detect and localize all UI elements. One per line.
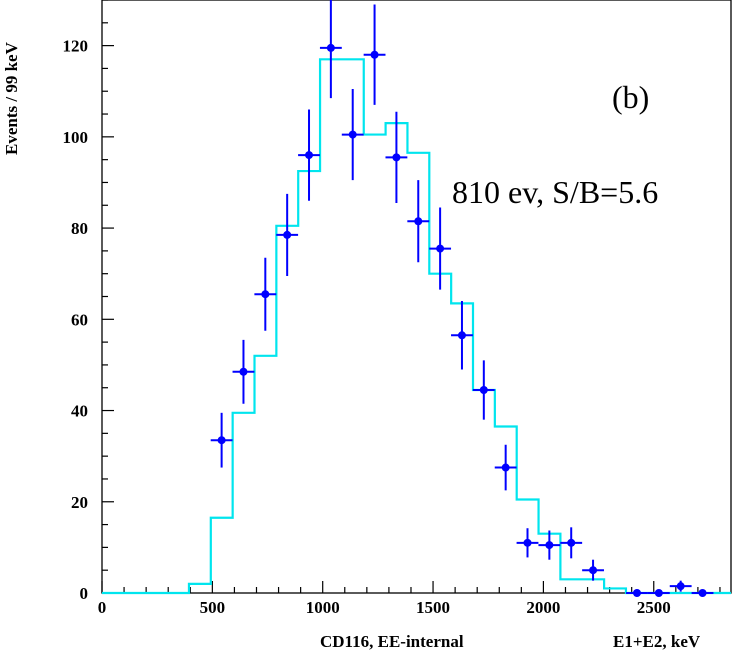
data-point: [276, 193, 299, 276]
point-marker: [370, 50, 379, 59]
y-axis-title: Events / 99 keV: [2, 41, 21, 155]
data-point: [451, 301, 473, 370]
x-tick-label: 2500: [637, 598, 671, 617]
x-axis-unit-label: E1+E2, keV: [613, 632, 701, 651]
point-marker: [523, 538, 532, 547]
y-tick-label: 80: [71, 219, 88, 238]
x-tick-label: 1000: [306, 598, 340, 617]
data-point: [210, 412, 233, 468]
point-marker: [305, 151, 314, 160]
point-marker: [698, 589, 707, 597]
y-tick-label: 40: [71, 402, 88, 421]
y-tick-labels: 0 20 40 60 80 100 120: [63, 37, 89, 603]
y-tick-label: 60: [71, 310, 88, 329]
point-marker: [654, 589, 663, 597]
data-point: [560, 527, 583, 559]
x-tick-label: 500: [200, 598, 226, 617]
data-point: [254, 257, 277, 331]
x-tick-label: 0: [98, 598, 107, 617]
data-point: [407, 180, 430, 263]
data-point: [472, 360, 495, 420]
point-marker: [348, 130, 357, 139]
point-marker: [501, 463, 510, 472]
point-marker: [436, 244, 445, 253]
y-tick-label: 0: [80, 584, 89, 603]
point-marker: [392, 153, 401, 162]
x-tick-label: 2000: [526, 598, 560, 617]
data-point: [647, 589, 670, 597]
data-point: [516, 528, 539, 558]
point-marker: [414, 217, 423, 226]
data-points-series: [210, 0, 714, 597]
y-tick-label: 100: [63, 128, 89, 147]
data-point: [582, 559, 604, 581]
point-marker: [632, 589, 641, 597]
data-point: [538, 530, 561, 560]
point-marker: [589, 566, 598, 575]
x-tick-label: 1500: [416, 598, 450, 617]
data-point: [363, 4, 386, 105]
data-point: [319, 0, 342, 99]
data-point: [494, 444, 517, 491]
data-point: [691, 589, 714, 597]
point-marker: [457, 331, 466, 340]
data-point: [626, 589, 648, 597]
point-marker: [217, 436, 226, 445]
data-point: [385, 111, 408, 203]
axis-ticks: [101, 0, 721, 594]
point-marker: [261, 290, 270, 299]
point-marker: [326, 43, 335, 52]
point-marker: [567, 538, 576, 547]
y-tick-label: 120: [63, 37, 89, 56]
point-marker: [545, 541, 554, 550]
histogram-series: [102, 58, 731, 595]
point-marker: [479, 386, 488, 395]
point-marker: [676, 582, 685, 591]
x-tick-labels: 0 500 1000 1500 2000 2500: [98, 598, 671, 617]
annotation-text: 810 ev, S/B=5.6: [452, 174, 658, 210]
data-point: [429, 207, 452, 290]
data-point: [232, 339, 255, 404]
point-marker: [283, 230, 292, 239]
data-point: [341, 88, 364, 181]
panel-label: (b): [612, 79, 649, 115]
data-point: [669, 580, 692, 592]
point-marker: [239, 367, 248, 376]
data-point: [298, 109, 320, 201]
y-tick-label: 20: [71, 493, 88, 512]
x-axis-title: CD116, EE-internal: [320, 632, 464, 651]
